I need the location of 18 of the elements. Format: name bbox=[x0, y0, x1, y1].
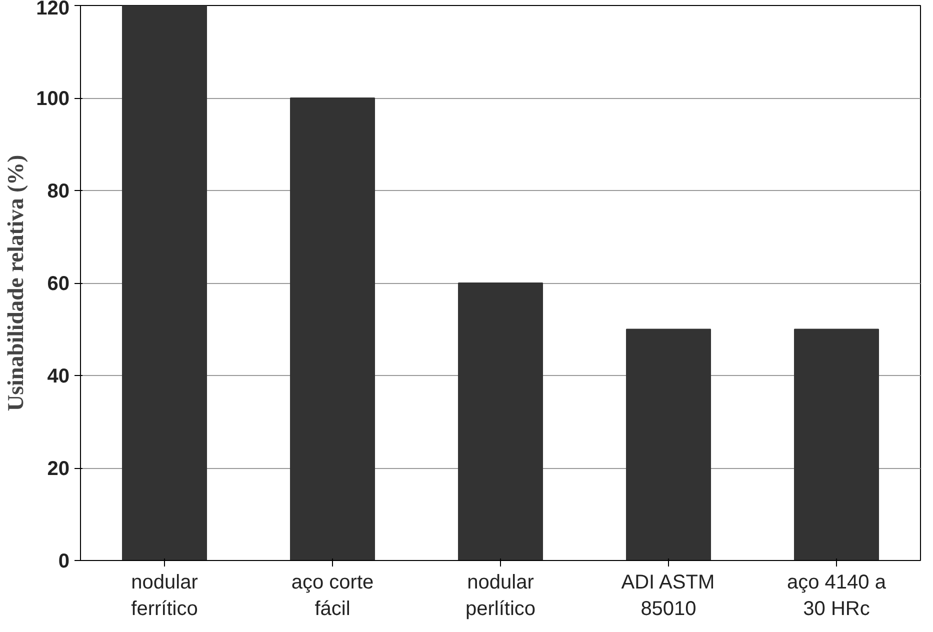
x-tick-label: aço 4140 a 30 HRc bbox=[787, 572, 887, 620]
y-tick-label: 120 bbox=[36, 0, 70, 20]
y-tick-label: 100 bbox=[36, 88, 70, 110]
bar bbox=[458, 282, 543, 560]
y-axis-title: Usinabilidade relativa (%) bbox=[3, 154, 28, 412]
y-tick-label: 0 bbox=[58, 550, 70, 572]
x-tick-label: nodular ferrítico bbox=[131, 572, 198, 620]
bar bbox=[290, 98, 375, 560]
bar bbox=[794, 328, 879, 560]
y-tick-label: 80 bbox=[47, 180, 70, 202]
y-tick-label: 20 bbox=[47, 458, 70, 480]
y-tick-label: 60 bbox=[47, 273, 70, 295]
bar bbox=[626, 328, 711, 560]
bar bbox=[122, 6, 207, 560]
x-tick-label: ADI ASTM 85010 bbox=[621, 572, 715, 620]
x-tick-label: nodular perlítico bbox=[465, 572, 536, 620]
y-tick-label: 40 bbox=[47, 366, 70, 388]
x-tick-label: aço corte fácil bbox=[291, 572, 374, 620]
